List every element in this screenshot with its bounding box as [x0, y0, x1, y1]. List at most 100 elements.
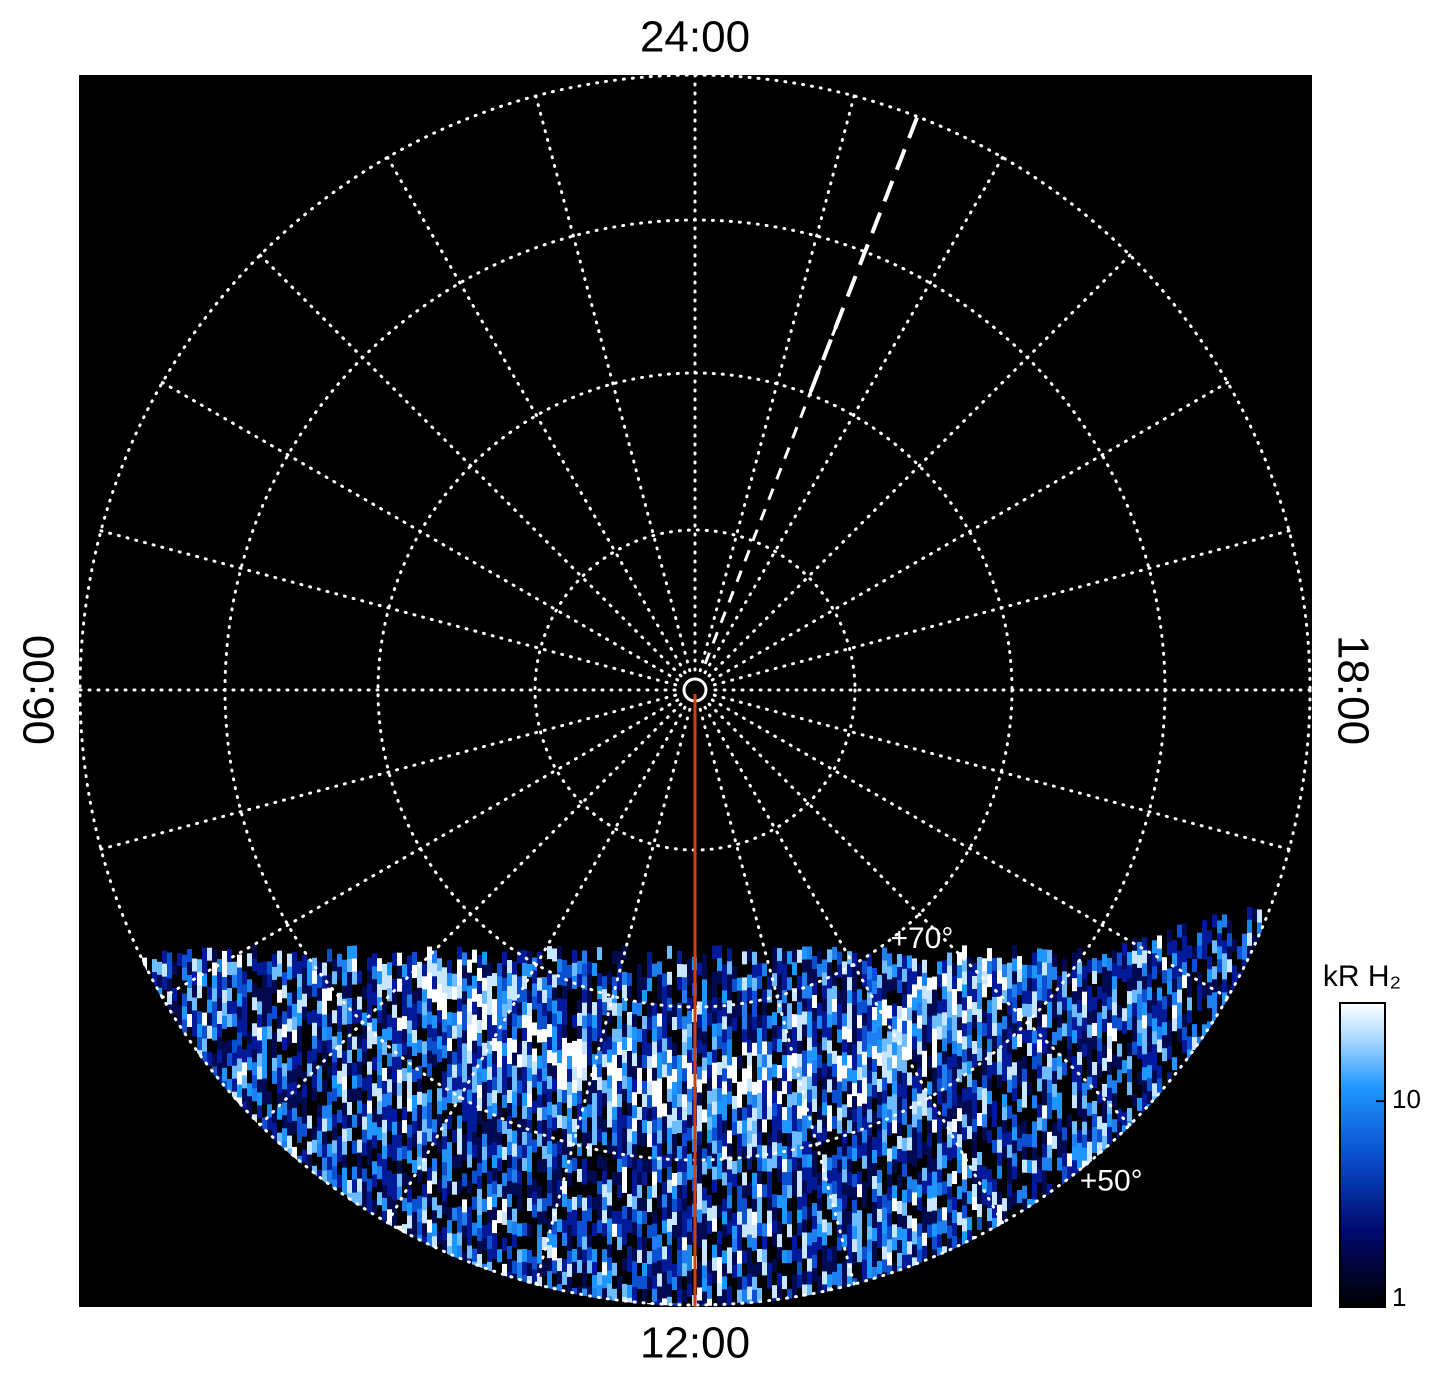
- emission-pixel: [987, 987, 992, 1002]
- emission-pixel: [477, 1150, 482, 1164]
- emission-pixel: [1207, 943, 1212, 958]
- emission-pixel: [552, 1273, 557, 1288]
- emission-pixel: [1002, 1211, 1007, 1226]
- emission-pixel: [352, 1127, 357, 1142]
- emission-pixel: [257, 1053, 262, 1068]
- emission-pixel: [417, 1169, 422, 1184]
- emission-pixel: [1127, 1056, 1132, 1071]
- emission-pixel: [1002, 1003, 1007, 1018]
- emission-pixel: [1037, 1156, 1042, 1171]
- emission-pixel: [512, 1208, 517, 1223]
- emission-pixel: [962, 1101, 967, 1116]
- emission-pixel: [887, 1005, 892, 1020]
- emission-pixel: [727, 1013, 732, 1028]
- emission-pixel: [932, 1041, 937, 1056]
- emission-pixel: [297, 960, 302, 975]
- emission-pixel: [1157, 987, 1162, 1002]
- emission-pixel: [922, 985, 927, 1000]
- emission-pixel: [832, 1050, 837, 1065]
- emission-pixel: [1177, 1054, 1182, 1069]
- emission-pixel: [672, 1186, 677, 1200]
- emission-pixel: [702, 1291, 707, 1306]
- emission-pixel: [847, 1094, 852, 1109]
- emission-pixel: [817, 976, 822, 991]
- emission-pixel: [332, 997, 337, 1012]
- emission-pixel: [222, 1041, 227, 1056]
- emission-pixel: [1037, 1052, 1042, 1067]
- emission-pixel: [682, 1276, 687, 1291]
- emission-pixel: [857, 1236, 862, 1251]
- emission-pixel: [1032, 1004, 1037, 1019]
- emission-pixel: [452, 1246, 457, 1261]
- emission-pixel: [527, 1224, 532, 1238]
- emission-pixel: [312, 1009, 317, 1024]
- emission-pixel: [567, 1081, 572, 1096]
- emission-pixel: [542, 1237, 547, 1251]
- emission-pixel: [567, 1224, 572, 1239]
- emission-pixel: [772, 1246, 777, 1261]
- emission-pixel: [562, 1011, 567, 1026]
- emission-pixel: [1077, 1090, 1082, 1105]
- emission-pixel: [927, 1224, 932, 1239]
- emission-pixel: [442, 967, 447, 982]
- emission-pixel: [707, 1090, 712, 1105]
- emission-pixel: [522, 1235, 527, 1250]
- emission-pixel: [1042, 1105, 1047, 1120]
- emission-pixel: [502, 1185, 507, 1200]
- emission-pixel: [592, 1067, 597, 1082]
- emission-pixel: [887, 1148, 892, 1163]
- emission-pixel: [802, 1050, 807, 1065]
- emission-pixel: [787, 1107, 792, 1122]
- emission-pixel: [787, 1172, 792, 1187]
- emission-pixel: [537, 1055, 542, 1070]
- emission-pixel: [252, 945, 257, 960]
- emission-pixel: [457, 1193, 462, 1208]
- emission-pixel: [907, 1202, 912, 1217]
- emission-pixel: [482, 964, 487, 979]
- emission-pixel: [497, 1132, 502, 1147]
- emission-pixel: [1202, 972, 1207, 987]
- emission-pixel: [962, 1010, 967, 1025]
- emission-pixel: [1007, 1105, 1012, 1120]
- emission-pixel: [432, 1145, 437, 1160]
- emission-pixel: [477, 968, 482, 982]
- emission-pixel: [707, 1285, 712, 1300]
- emission-pixel: [632, 1040, 637, 1055]
- emission-pixel: [657, 1247, 662, 1262]
- emission-pixel: [607, 1036, 612, 1051]
- emission-pixel: [947, 1225, 952, 1240]
- emission-pixel: [777, 1169, 782, 1184]
- emission-pixel: [232, 1065, 237, 1080]
- emission-pixel: [837, 990, 842, 1005]
- emission-pixel: [222, 1054, 227, 1069]
- emission-pixel: [457, 1141, 462, 1156]
- emission-pixel: [487, 1092, 492, 1107]
- emission-pixel: [907, 1059, 912, 1074]
- emission-pixel: [207, 1025, 212, 1040]
- emission-pixel: [707, 1051, 712, 1066]
- emission-pixel: [202, 1025, 207, 1040]
- emission-pixel: [1222, 927, 1227, 942]
- emission-pixel: [292, 1107, 297, 1122]
- emission-pixel: [632, 1261, 637, 1276]
- emission-pixel: [352, 1140, 357, 1155]
- emission-pixel: [562, 1258, 567, 1273]
- emission-pixel: [522, 1183, 527, 1198]
- emission-pixel: [457, 1219, 462, 1234]
- emission-pixel: [507, 960, 512, 974]
- emission-pixel: [1012, 1127, 1017, 1142]
- emission-pixel: [1162, 944, 1167, 959]
- emission-pixel: [202, 999, 207, 1014]
- emission-pixel: [1197, 958, 1202, 973]
- emission-pixel: [1002, 1029, 1007, 1044]
- emission-pixel: [1037, 1078, 1042, 1093]
- emission-pixel: [372, 1135, 377, 1150]
- emission-pixel: [587, 1273, 592, 1288]
- emission-pixel: [702, 1005, 707, 1020]
- emission-pixel: [1127, 1069, 1132, 1084]
- emission-pixel: [882, 1181, 887, 1196]
- emission-pixel: [1127, 939, 1132, 954]
- emission-pixel: [277, 1093, 282, 1108]
- emission-pixel: [462, 1199, 467, 1214]
- emission-pixel: [347, 959, 352, 973]
